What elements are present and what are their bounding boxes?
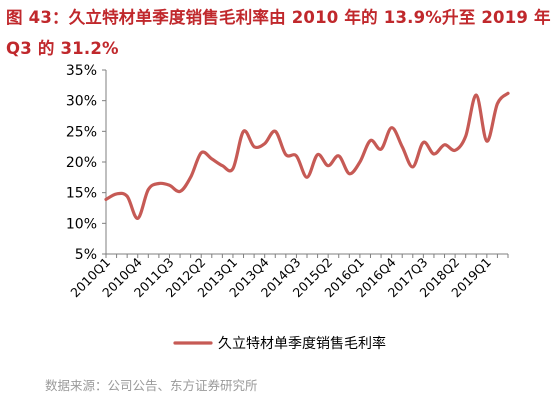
x-axis: 2010Q12010Q42011Q32012Q22013Q12013Q42014…: [67, 253, 509, 300]
y-tick-label: 15%: [66, 186, 97, 202]
y-tick-label: 35%: [66, 63, 97, 79]
source-note: 数据来源：公司公告、东方证券研究所: [45, 378, 258, 393]
series-line: [104, 91, 510, 221]
y-tick-label: 5%: [75, 247, 97, 263]
y-axis: 5% 10% 15% 20% 25% 30% 35%: [66, 63, 107, 263]
y-tick-label: 20%: [66, 155, 97, 171]
legend: 久立特材单季度销售毛利率: [173, 335, 386, 352]
y-tick-label: 25%: [66, 124, 97, 140]
chart-title: 图 43：久立特材单季度销售毛利率由 2010 年的 13.9%升至 2019 …: [6, 8, 551, 58]
plot-area: [104, 91, 510, 221]
y-tick-label: 30%: [66, 94, 97, 110]
y-tick-label: 10%: [66, 216, 97, 232]
legend-label: 久立特材单季度销售毛利率: [218, 335, 386, 352]
